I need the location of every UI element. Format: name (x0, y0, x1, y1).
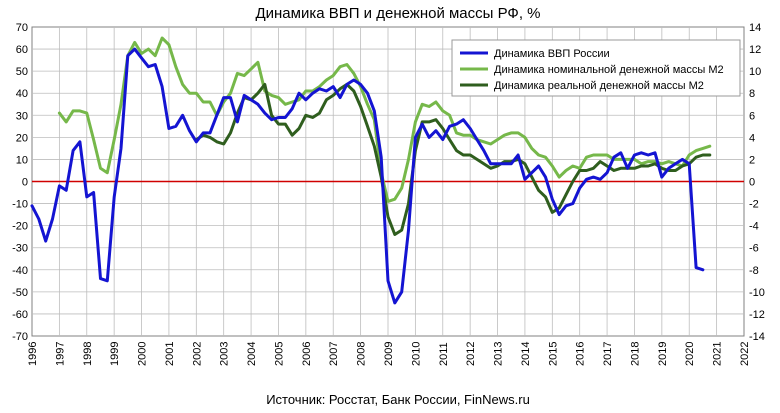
y-right-tick-label: 4 (749, 132, 755, 144)
y-right-tick-label: -12 (749, 309, 765, 321)
x-tick-label: 2003 (219, 342, 231, 366)
series-line-m2-real (194, 82, 712, 236)
y-left-tick-label: -40 (12, 265, 28, 277)
y-left-tick-label: -30 (12, 243, 28, 255)
y-left-tick-label: -70 (12, 331, 28, 343)
y-left-tick-label: -20 (12, 221, 28, 233)
x-tick-label: 2021 (712, 342, 724, 366)
x-tick-label: 2016 (575, 342, 587, 366)
legend-entry-label: Динамика реальной денежной массы М2 (494, 80, 704, 92)
x-tick-label: 2019 (657, 342, 669, 366)
x-tick-label: 1997 (54, 342, 66, 366)
x-tick-label: 1999 (109, 342, 121, 366)
y-right-tick-label: 8 (749, 88, 755, 100)
y-left-tick-label: -50 (12, 287, 28, 299)
y-right-tick-label: 10 (749, 66, 761, 78)
series-line-gdp (30, 47, 705, 305)
y-left-tick-label: 20 (16, 132, 28, 144)
y-right-tick-label: -14 (749, 331, 765, 343)
x-tick-label: 2009 (383, 342, 395, 366)
y-right-tick-label: 2 (749, 154, 755, 166)
x-tick-label: 2007 (328, 342, 340, 366)
y-right-tick-label: -10 (749, 287, 765, 299)
x-tick-label: 1996 (27, 342, 39, 366)
y-left-tick-label: 40 (16, 88, 28, 100)
y-right-tick-label: 0 (749, 177, 755, 189)
y-left-tick-label: 0 (22, 177, 28, 189)
x-tick-label: 2008 (356, 342, 368, 366)
x-tick-label: 2014 (520, 342, 532, 366)
chart-source: Источник: Росстат, Банк России, FinNews.… (266, 392, 530, 407)
y-left-tick-label: 30 (16, 110, 28, 122)
x-tick-label: 2000 (137, 342, 149, 366)
x-tick-label: 2017 (602, 342, 614, 366)
series (30, 36, 712, 305)
y-right-tick-label: 12 (749, 44, 761, 56)
legend-box (451, 39, 741, 97)
legend-entry-label: Динамика номинальной денежной массы М2 (494, 64, 724, 76)
y-left-tick-label: 70 (16, 22, 28, 34)
x-tick-label: 2001 (164, 342, 176, 366)
y-left-tick-label: -60 (12, 309, 28, 321)
y-right-tick-label: -6 (749, 243, 759, 255)
x-tick-label: 2005 (273, 342, 285, 366)
y-right-tick-label: 6 (749, 110, 755, 122)
chart-title: Динамика ВВП и денежной массы РФ, % (255, 5, 540, 22)
x-tick-label: 2015 (547, 342, 559, 366)
x-tick-label: 2020 (684, 342, 696, 366)
axes: 706050403020100-10-20-30-40-50-60-701412… (12, 22, 765, 366)
x-tick-label: 2004 (246, 342, 258, 366)
x-tick-label: 2012 (465, 342, 477, 366)
y-right-tick-label: -2 (749, 199, 759, 211)
x-tick-label: 2022 (739, 342, 751, 366)
x-tick-label: 2002 (191, 342, 203, 366)
y-right-tick-label: -8 (749, 265, 759, 277)
y-left-tick-label: -10 (12, 199, 28, 211)
y-right-tick-label: -4 (749, 221, 759, 233)
x-tick-label: 1998 (82, 342, 94, 366)
x-tick-label: 2006 (301, 342, 313, 366)
x-tick-label: 2011 (438, 342, 450, 366)
y-left-tick-label: 60 (16, 44, 28, 56)
y-left-tick-label: 50 (16, 66, 28, 78)
series-line-m2-nominal (57, 36, 712, 203)
x-tick-label: 2018 (629, 342, 641, 366)
legend: Динамика ВВП России Динамика номинальной … (451, 39, 741, 97)
x-tick-label: 2010 (410, 342, 422, 366)
x-tick-label: 2013 (493, 342, 505, 366)
legend-entry-label: Динамика ВВП России (494, 48, 610, 60)
y-right-tick-label: 14 (749, 22, 761, 34)
y-left-tick-label: 10 (16, 154, 28, 166)
